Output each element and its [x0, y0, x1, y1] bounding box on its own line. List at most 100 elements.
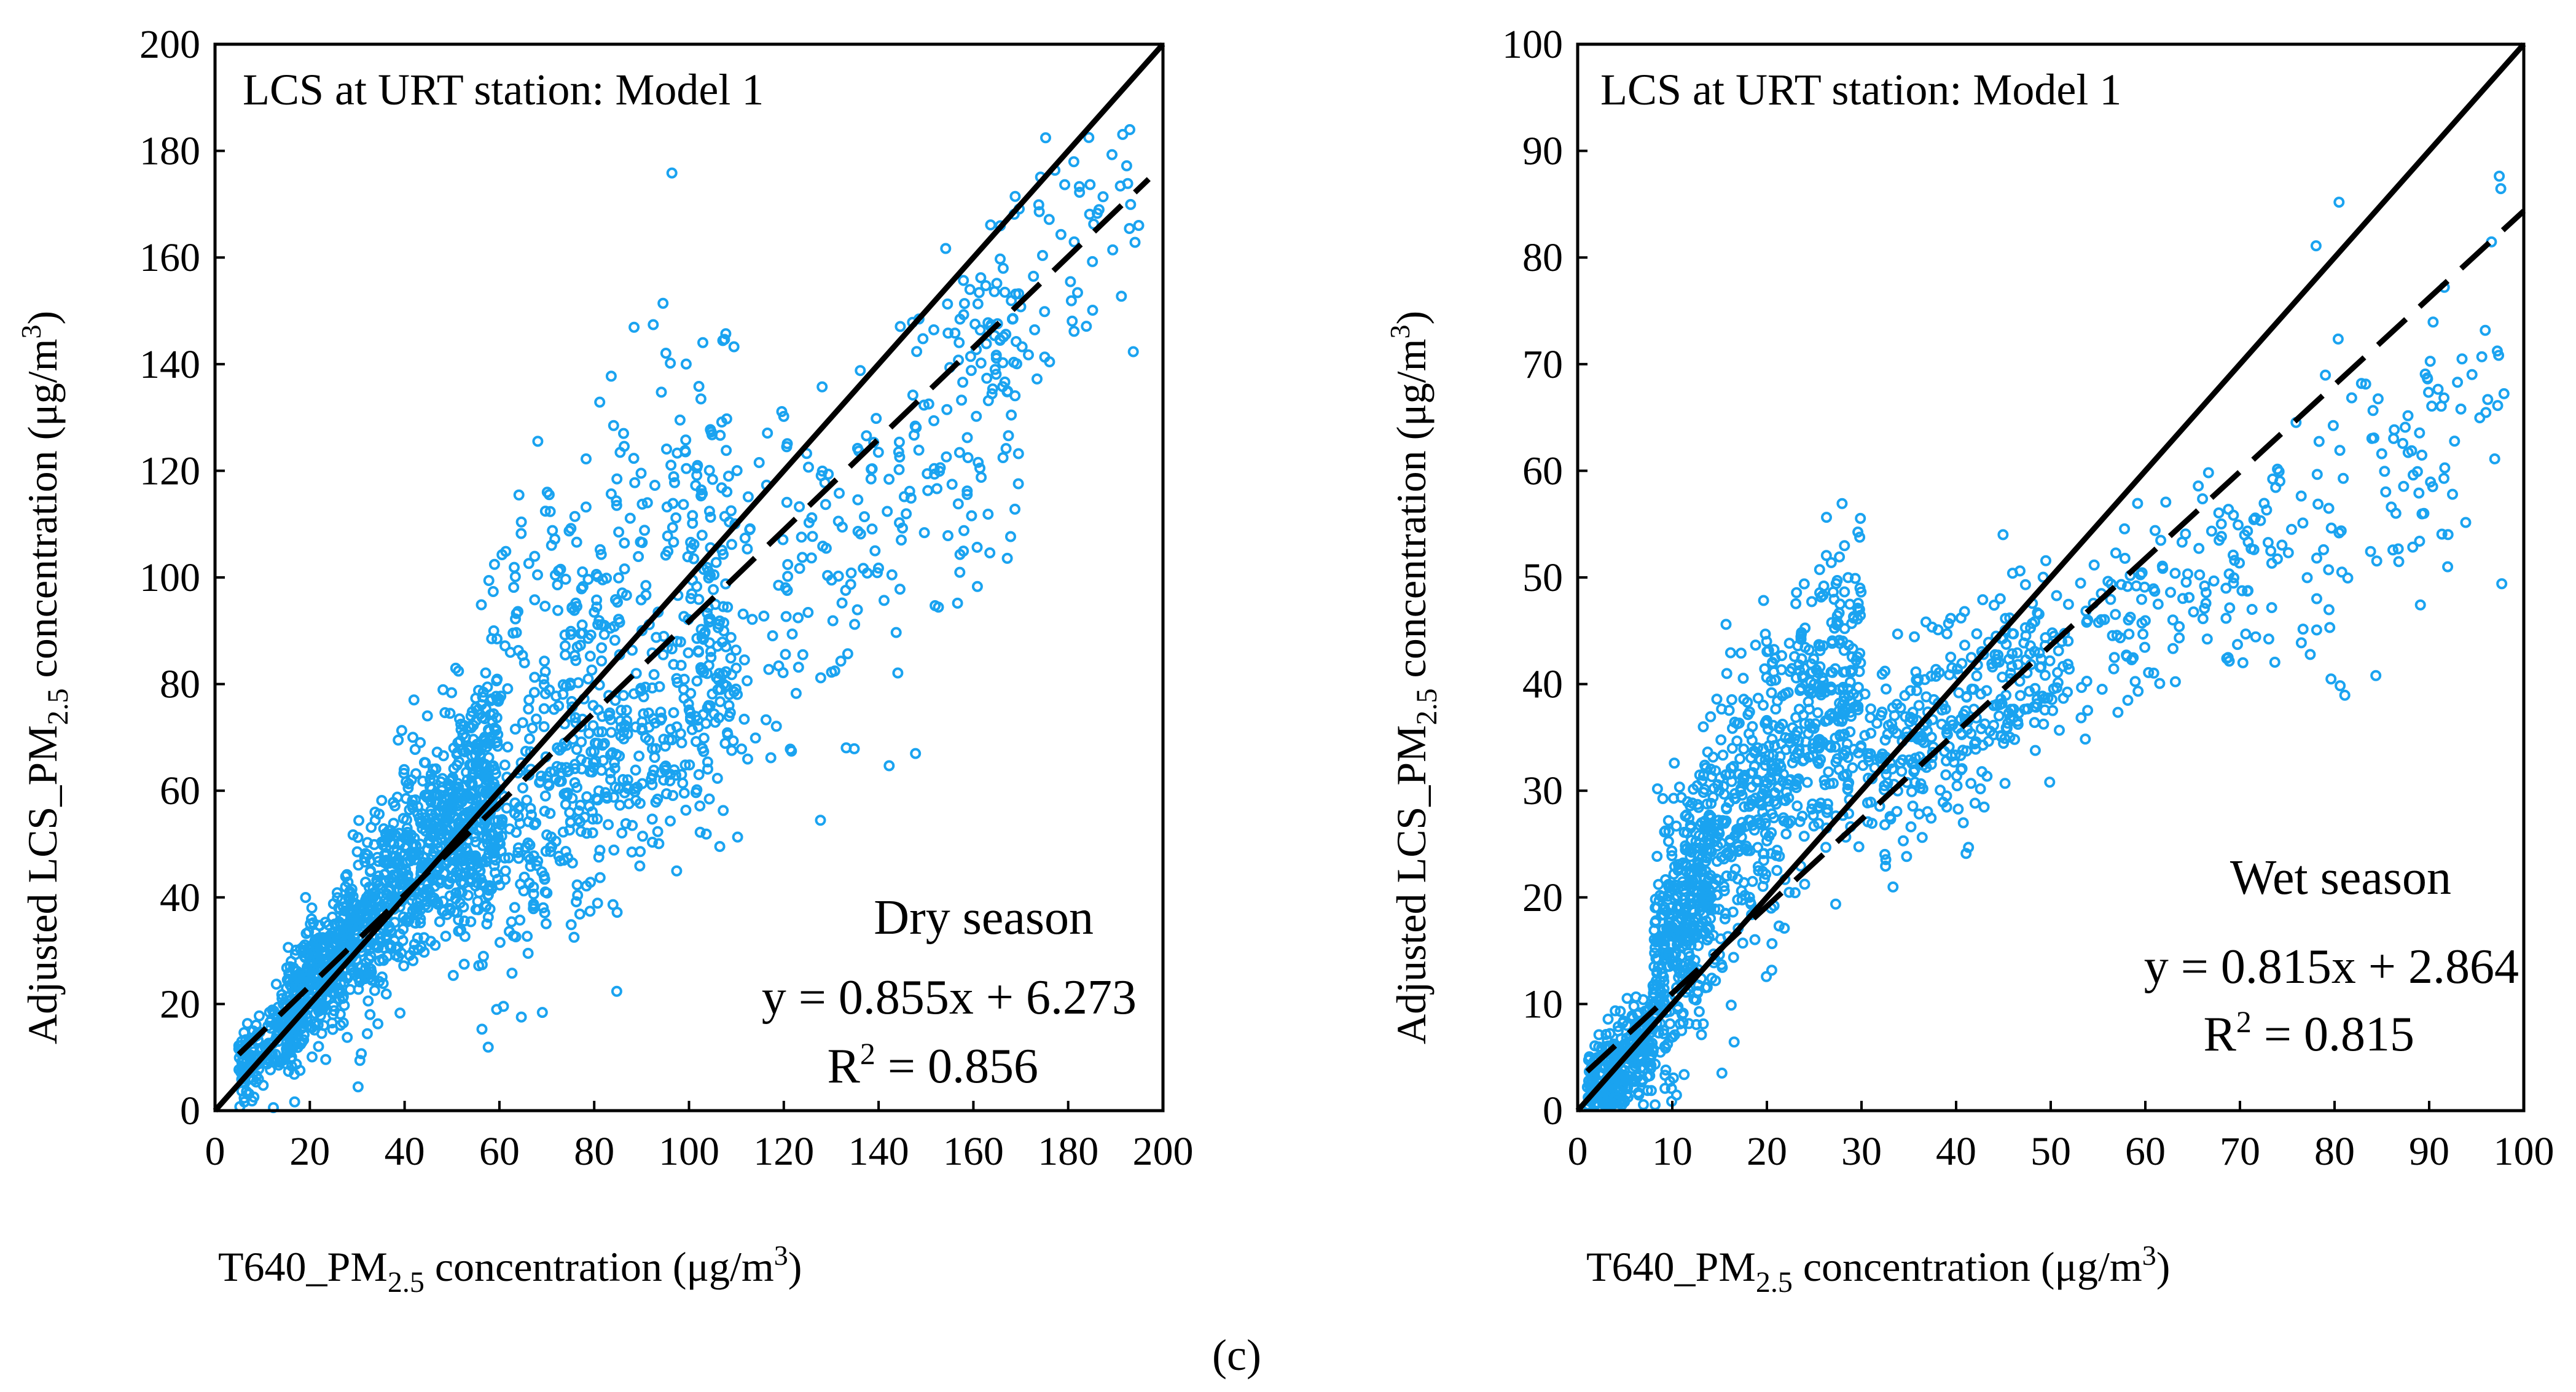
- scatter-point: [527, 722, 538, 734]
- scatter-point: [465, 916, 477, 928]
- scatter-point: [577, 566, 589, 577]
- scatter-point: [481, 918, 493, 930]
- scatter-point: [823, 468, 834, 480]
- scatter-point: [653, 838, 665, 850]
- scatter-point: [966, 510, 977, 522]
- scatter-point: [731, 465, 743, 477]
- dry-season-chart: 0 20 40 60 80 100 120 140 160 180 200 0 20 40 60 80 100…: [15, 22, 1194, 1299]
- scatter-point: [405, 848, 417, 860]
- scatter-point: [547, 525, 558, 536]
- scatter-point: [538, 902, 549, 913]
- scatter-point: [611, 473, 623, 485]
- scatter-point: [448, 820, 460, 832]
- scatter-point: [1583, 1054, 1594, 1066]
- scatter-point: [543, 489, 555, 501]
- scatter-point: [1074, 187, 1086, 198]
- scatter-point: [1029, 324, 1041, 335]
- scatter-point: [549, 569, 561, 581]
- scatter-point: [1065, 295, 1077, 307]
- scatter-point: [576, 736, 587, 748]
- scatter-point: [722, 727, 733, 738]
- scatter-point: [958, 275, 969, 286]
- scatter-point: [724, 707, 736, 719]
- scatter-point: [554, 855, 566, 867]
- scatter-point: [538, 870, 550, 882]
- scatter-point: [1009, 503, 1020, 515]
- scatter-point: [646, 743, 658, 754]
- scatter-point: [707, 688, 718, 700]
- scatter-point: [415, 862, 427, 874]
- scatter-point: [483, 575, 495, 586]
- wet-x-tick-label: 40: [1936, 1129, 1976, 1174]
- scatter-point: [539, 655, 550, 667]
- scatter-point: [415, 737, 426, 748]
- dry-season-label: Dry season: [874, 891, 1094, 945]
- scatter-point: [482, 890, 494, 902]
- scatter-point: [674, 414, 686, 426]
- scatter-point: [569, 650, 581, 662]
- scatter-point: [541, 829, 553, 841]
- scatter-point: [630, 764, 641, 776]
- scatter-point: [982, 509, 994, 520]
- scatter-point: [739, 532, 751, 544]
- scatter-point: [777, 534, 789, 545]
- scatter-point: [1013, 288, 1025, 300]
- scatter-point: [997, 262, 1009, 274]
- scatter-point: [664, 775, 676, 787]
- scatter-point: [594, 544, 606, 555]
- scatter-point: [400, 915, 412, 926]
- wet-panel-title: LCS at URT station: Model 1: [1600, 65, 2121, 114]
- scatter-point: [628, 453, 640, 464]
- scatter-point: [553, 700, 565, 712]
- scatter-point: [436, 781, 448, 793]
- scatter-point: [715, 684, 726, 695]
- scatter-point: [643, 707, 654, 719]
- scatter-point: [545, 846, 557, 858]
- scatter-point: [479, 733, 491, 745]
- scatter-point: [760, 714, 772, 725]
- scatter-point: [457, 729, 469, 740]
- scatter-point: [592, 813, 603, 825]
- scatter-point: [359, 856, 370, 868]
- scatter-point: [705, 652, 717, 663]
- scatter-point: [262, 1020, 274, 1032]
- scatter-point: [879, 595, 890, 606]
- scatter-point: [418, 852, 429, 863]
- scatter-point: [805, 552, 817, 564]
- scatter-point: [765, 752, 777, 764]
- scatter-point: [511, 608, 522, 619]
- scatter-point: [698, 732, 710, 744]
- scatter-point: [418, 947, 430, 958]
- scatter-point: [417, 775, 429, 787]
- scatter-point: [1033, 199, 1044, 211]
- scatter-point: [512, 847, 524, 858]
- scatter-point: [446, 687, 458, 698]
- scatter-point: [1068, 326, 1080, 337]
- scatter-point: [248, 1025, 259, 1037]
- scatter-point: [470, 702, 482, 713]
- dry-x-tick-label: 60: [479, 1129, 520, 1174]
- scatter-point: [340, 870, 351, 882]
- wet-y-tick-label: 90: [1522, 129, 1563, 174]
- scatter-point: [506, 968, 518, 979]
- scatter-point: [965, 365, 977, 377]
- scatter-point: [714, 841, 726, 852]
- scatter-point: [583, 727, 595, 739]
- scatter-point: [305, 918, 316, 929]
- scatter-point: [1116, 291, 1127, 302]
- dry-x-axis-title: T640_PM2.5 concentration (μg/m3): [218, 1240, 802, 1299]
- scatter-point: [621, 705, 632, 716]
- scatter-point: [517, 717, 528, 729]
- dry-x-tick-label: 20: [289, 1129, 330, 1174]
- scatter-point: [390, 950, 401, 961]
- scatter-point: [866, 523, 878, 535]
- scatter-point: [806, 512, 818, 523]
- scatter-point: [361, 1028, 373, 1039]
- scatter-point: [519, 657, 530, 668]
- scatter-point: [652, 606, 664, 618]
- figure-caption: (c): [1212, 1331, 1261, 1380]
- scatter-point: [539, 790, 551, 802]
- scatter-point: [745, 523, 756, 534]
- scatter-point: [692, 721, 704, 733]
- scatter-point: [389, 800, 401, 811]
